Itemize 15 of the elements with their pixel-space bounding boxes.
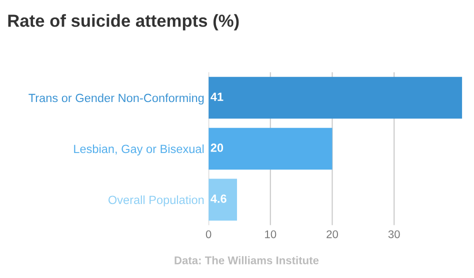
x-tick-label: 30 <box>388 230 400 238</box>
bar <box>208 128 332 170</box>
bar <box>208 178 238 221</box>
data-label: 41 <box>210 92 224 101</box>
chart-title: Rate of suicide attempts (%) <box>8 14 239 30</box>
bar <box>208 76 462 119</box>
x-tick-label: 0 <box>206 230 212 238</box>
data-label: 20 <box>210 144 224 152</box>
y-tick-label: Lesbian, Gay or Bisexual <box>74 144 204 156</box>
text: Data: The Williams Institute <box>174 256 319 264</box>
x-tick-label: 10 <box>265 230 276 238</box>
y-tick-label: Overall Population <box>108 195 204 206</box>
data-label: 4.6 <box>210 194 226 203</box>
x-tick-label: 20 <box>326 230 338 238</box>
y-tick-label: Trans or Gender Non-Conforming <box>28 93 204 104</box>
